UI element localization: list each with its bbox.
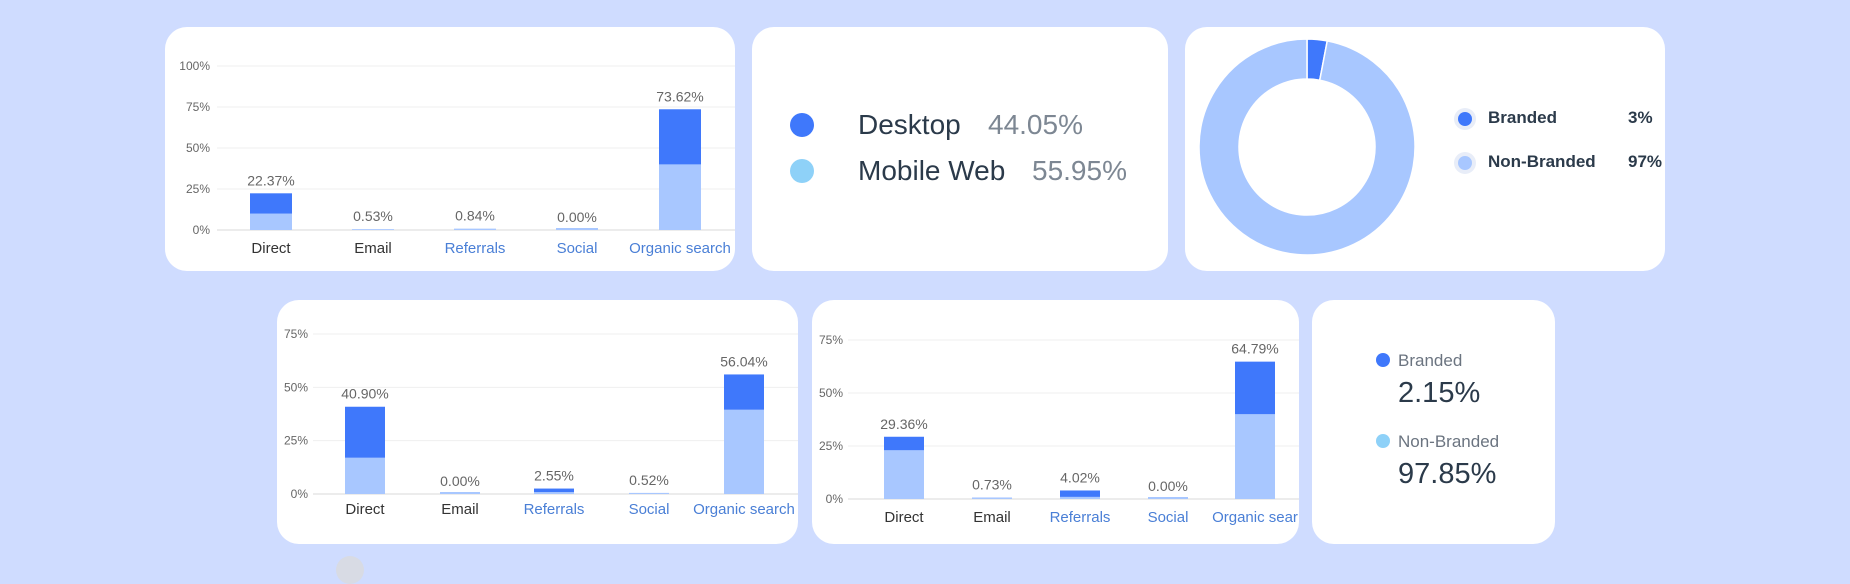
bar-value-label: 4.02%	[1060, 469, 1100, 485]
branded-donut-card: Branded 3% Non-Branded 97%	[1185, 27, 1665, 271]
non-branded-value: 97.85%	[1398, 458, 1497, 490]
non-branded-dot	[1376, 434, 1390, 448]
bar-segment	[1235, 414, 1275, 499]
mobile-web-value: 55.95%	[1032, 155, 1127, 186]
traffic-channel-chart-card: 0% 25% 50% 75% 100% 22.37% Direct 0.53% Email 0.8…	[165, 27, 735, 271]
y-tick-label: 0%	[291, 487, 309, 501]
traffic-channel-chart-card-2: 0% 25% 50% 75% 40.90% Direct 0.00% Email 2.55% Re…	[277, 300, 798, 544]
bar-segment	[345, 406, 385, 458]
category-label[interactable]: Social	[629, 501, 670, 518]
bar-segment	[884, 436, 924, 451]
bar-segment	[1060, 490, 1100, 497]
category-label: Direct	[884, 509, 924, 526]
bar-value-label: 0.84%	[455, 208, 495, 224]
bar-segment	[352, 229, 394, 230]
y-tick-label: 0%	[826, 492, 844, 506]
traffic-channel-bar-chart-3: 0% 25% 50% 75% 29.36% Direct 0.73% Email 4.02% Re…	[819, 333, 1299, 526]
bar-segment	[250, 213, 292, 230]
bar-value-label: 0.00%	[1148, 478, 1188, 494]
traffic-channel-bar-chart: 0% 25% 50% 75% 100% 22.37% Direct 0.53% Email 0.8…	[179, 59, 735, 257]
bar-segment	[724, 374, 764, 410]
bar-value-label: 0.53%	[353, 208, 393, 224]
category-label[interactable]: Organic sear	[1212, 509, 1298, 526]
y-tick-label: 75%	[819, 333, 843, 347]
category-label[interactable]: Organic search	[629, 240, 731, 257]
category-label[interactable]: Social	[557, 240, 598, 257]
y-tick-label: 75%	[284, 327, 308, 341]
bar-value-label: 29.36%	[880, 416, 927, 432]
traffic-channel-chart-card-3: 0% 25% 50% 75% 29.36% Direct 0.73% Email 4.02% Re…	[812, 300, 1299, 544]
non-branded-legend-value: 97%	[1628, 152, 1663, 171]
category-label[interactable]: Referrals	[1050, 509, 1111, 526]
non-branded-legend-dot	[1458, 156, 1472, 170]
y-tick-label: 50%	[284, 380, 308, 394]
bar-segment	[556, 228, 598, 230]
bar-segment	[884, 450, 924, 499]
y-tick-label: 50%	[186, 141, 210, 155]
category-label[interactable]: Referrals	[524, 501, 585, 518]
bar-value-label: 22.37%	[247, 172, 294, 188]
bar-segment	[250, 193, 292, 214]
bar-value-label: 56.04%	[720, 353, 767, 369]
bar-value-label: 0.00%	[557, 209, 597, 225]
bar-value-label: 0.73%	[972, 476, 1012, 492]
category-label: Direct	[345, 501, 385, 518]
mobile-web-label: Mobile Web	[858, 155, 1006, 186]
bar-segment	[972, 497, 1012, 499]
branded-legend-dot	[1458, 112, 1472, 126]
y-tick-label: 25%	[284, 434, 308, 448]
branded-label: Branded	[1398, 351, 1463, 370]
desktop-value: 44.05%	[988, 109, 1083, 140]
category-label: Email	[973, 509, 1011, 526]
bar-value-label: 0.52%	[629, 472, 669, 488]
bar-segment	[1060, 496, 1100, 499]
y-tick-label: 0%	[193, 223, 211, 237]
bar-value-label: 0.00%	[440, 473, 480, 489]
non-branded-label: Non-Branded	[1398, 432, 1500, 451]
category-label[interactable]: Social	[1148, 509, 1189, 526]
y-tick-label: 50%	[819, 386, 843, 400]
category-label: Email	[441, 501, 479, 518]
bar-value-label: 2.55%	[534, 468, 574, 484]
bar-segment	[454, 228, 496, 230]
category-label[interactable]: Organic search	[693, 501, 795, 518]
branded-dot	[1376, 353, 1390, 367]
mobile-web-legend-dot	[790, 159, 814, 183]
desktop-legend-dot	[790, 113, 814, 137]
bar-value-label: 40.90%	[341, 386, 388, 402]
bar-segment	[724, 409, 764, 494]
desktop-label: Desktop	[858, 109, 961, 140]
bar-segment	[534, 488, 574, 493]
y-tick-label: 75%	[186, 100, 210, 114]
y-tick-label: 25%	[819, 439, 843, 453]
bar-segment	[440, 492, 480, 494]
bar-segment	[1235, 361, 1275, 415]
category-label: Direct	[251, 240, 291, 257]
bar-segment	[659, 164, 701, 230]
bar-segment	[1148, 497, 1188, 499]
bar-segment	[629, 492, 669, 494]
branded-split-card: Branded 2.15% Non-Branded 97.85%	[1312, 300, 1555, 544]
traffic-channel-bar-chart-2: 0% 25% 50% 75% 40.90% Direct 0.00% Email 2.55% Re…	[284, 327, 798, 518]
bar-segment	[534, 492, 574, 494]
bar-value-label: 73.62%	[656, 88, 703, 104]
bar-segment	[345, 457, 385, 494]
branded-legend-value: 3%	[1628, 108, 1653, 127]
category-label: Email	[354, 240, 392, 257]
device-split-card: Desktop 44.05% Mobile Web 55.95%	[752, 27, 1168, 271]
y-tick-label: 25%	[186, 182, 210, 196]
branded-donut-chart	[1198, 38, 1415, 256]
category-label[interactable]: Referrals	[445, 240, 506, 257]
y-tick-label: 100%	[179, 59, 210, 73]
bar-segment	[659, 109, 701, 165]
branded-value: 2.15%	[1398, 377, 1481, 409]
branded-legend-label: Branded	[1488, 108, 1557, 127]
bar-value-label: 64.79%	[1231, 341, 1278, 357]
partial-avatar	[336, 556, 364, 584]
donut-slice	[1198, 38, 1415, 256]
non-branded-legend-label: Non-Branded	[1488, 152, 1596, 171]
